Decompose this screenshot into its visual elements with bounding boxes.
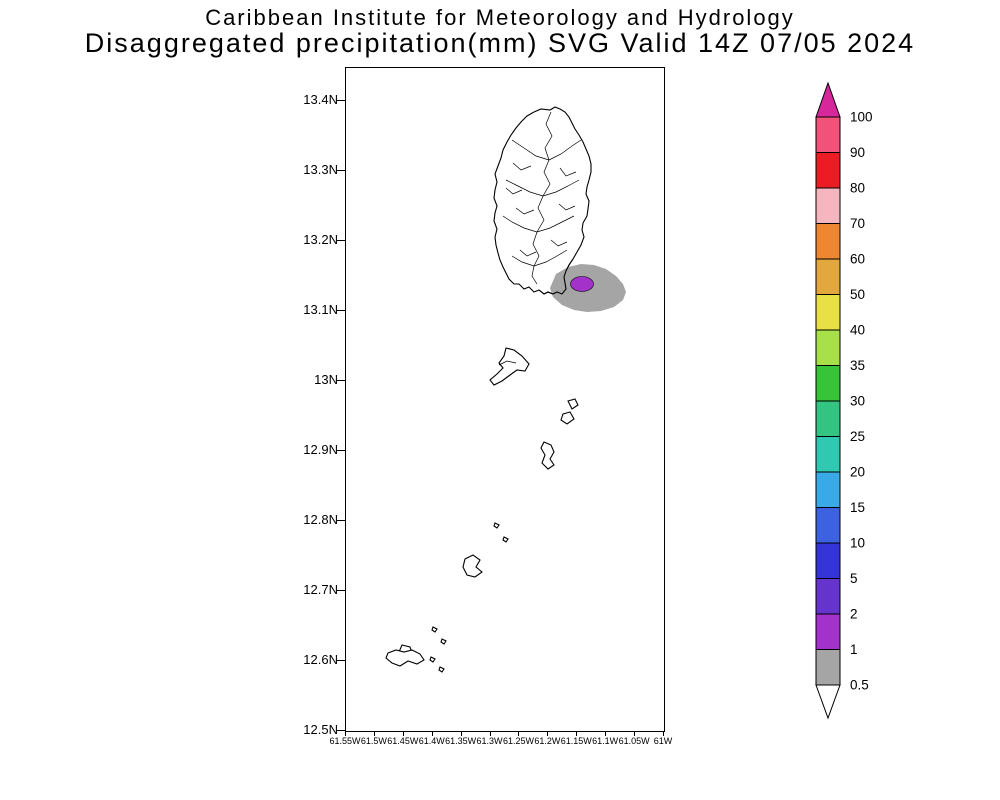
colorbar-tick-label: 70 — [850, 216, 865, 231]
colorbar-segment — [815, 152, 841, 189]
colorbar-segment — [815, 542, 841, 579]
colorbar-tick-label: 80 — [850, 181, 865, 196]
colorbar-tick-label: 20 — [850, 465, 865, 480]
lon-tick-label: 61.45W — [387, 736, 419, 746]
lat-tick — [337, 380, 345, 381]
colorbar-segment — [815, 649, 841, 686]
colorbar-tick-label: 15 — [850, 500, 865, 515]
lat-tick-label: 12.5N — [303, 722, 338, 737]
colorbar-segment — [815, 187, 841, 224]
lat-tick — [337, 520, 345, 521]
watershed-lines — [502, 111, 582, 285]
lat-tick-label: 13.1N — [303, 302, 338, 317]
colorbar-segments — [815, 116, 841, 686]
tobago-cays-islet-2 — [440, 638, 447, 645]
colorbar-segment — [815, 400, 841, 437]
colorbar-segment — [815, 258, 841, 295]
lon-tick-label: 61.15W — [560, 736, 592, 746]
lon-tick-label: 61.4W — [418, 736, 445, 746]
lat-tick-label: 12.7N — [303, 582, 338, 597]
colorbar-tick-label: 2 — [850, 607, 858, 622]
canouan-island — [462, 554, 483, 578]
colorbar-tick-label: 10 — [850, 536, 865, 551]
grenadines-islands — [385, 347, 579, 673]
lat-tick — [337, 590, 345, 591]
bequia-detail-line — [498, 360, 517, 366]
colorbar-segment — [815, 329, 841, 366]
colorbar-tick-label: 25 — [850, 429, 865, 444]
lat-tick-label: 13.3N — [303, 162, 338, 177]
petit-islet — [502, 536, 509, 543]
colorbar-segment — [815, 578, 841, 615]
psv-islet — [438, 666, 445, 673]
rain-area-purple — [570, 276, 594, 292]
header-line2: Disaggregated precipitation(mm) SVG Vali… — [84, 28, 916, 58]
palm-islet — [429, 656, 436, 663]
colorbar-under-triangle — [815, 684, 841, 720]
lon-tick-label: 61.35W — [445, 736, 477, 746]
lon-tick-label: 61.2W — [534, 736, 561, 746]
lat-tick — [337, 310, 345, 311]
colorbar-tick-label: 1 — [850, 642, 858, 657]
map-frame — [345, 67, 665, 732]
lat-tick — [337, 240, 345, 241]
lon-tick-label: 61.05W — [618, 736, 650, 746]
bequia-island — [489, 347, 530, 386]
lon-tick-label: 61.1W — [592, 736, 619, 746]
lat-tick-label: 12.6N — [303, 652, 338, 667]
lat-tick-label: 12.9N — [303, 442, 338, 457]
savan-islet — [493, 522, 500, 529]
colorbar-segment — [815, 471, 841, 508]
lat-tick-label: 13.2N — [303, 232, 338, 247]
union-island — [385, 649, 425, 667]
mustique-island — [540, 441, 555, 470]
colorbar-tick-label: 100 — [850, 110, 873, 125]
coastline-overlay — [538, 258, 574, 295]
lat-tick-label: 12.8N — [303, 512, 338, 527]
colorbar-tick-label: 60 — [850, 252, 865, 267]
colorbar-segment — [815, 613, 841, 650]
lon-tick-label: 61W — [653, 736, 673, 746]
colorbar-tick-label: 30 — [850, 394, 865, 409]
lon-tick-label: 61.3W — [476, 736, 503, 746]
colorbar-tick-label: 5 — [850, 571, 858, 586]
lon-tick-label: 61.55W — [329, 736, 361, 746]
lat-tick — [337, 450, 345, 451]
map-canvas — [385, 106, 626, 673]
colorbar-segment — [815, 507, 841, 544]
lat-tick — [337, 660, 345, 661]
colorbar-tick-label: 90 — [850, 145, 865, 160]
lat-tick-label: 13N — [314, 372, 338, 387]
lat-tick — [337, 730, 345, 731]
colorbar-legend: 100 90 80 70 60 50 40 35 30 25 20 15 10 5 2 1 0.5 — [815, 81, 873, 720]
colorbar-tick-label: 50 — [850, 287, 865, 302]
header-line1: Caribbean Institute for Meteorology and … — [205, 5, 795, 30]
colorbar-segment — [815, 116, 841, 153]
lon-tick-label: 61.5W — [360, 736, 387, 746]
colorbar-segment — [815, 294, 841, 331]
battowia-islet — [567, 398, 579, 410]
colorbar-tick-label: 35 — [850, 358, 865, 373]
colorbar-segment — [815, 436, 841, 473]
lat-tick — [337, 100, 345, 101]
baliceaux-islet — [560, 411, 575, 425]
colorbar-tick-label: 0.5 — [850, 678, 869, 693]
colorbar-segment — [815, 223, 841, 260]
colorbar-tick-labels: 100 90 80 70 60 50 40 35 30 25 20 15 10 5 2 1 0.5 — [850, 110, 873, 693]
colorbar-segment — [815, 365, 841, 402]
lon-tick-label: 61.25W — [502, 736, 534, 746]
colorbar-over-triangle — [815, 81, 841, 118]
lat-tick — [337, 170, 345, 171]
lat-tick-label: 13.4N — [303, 92, 338, 107]
tobago-cays-islet-1 — [431, 626, 438, 633]
colorbar-tick-label: 40 — [850, 323, 865, 338]
